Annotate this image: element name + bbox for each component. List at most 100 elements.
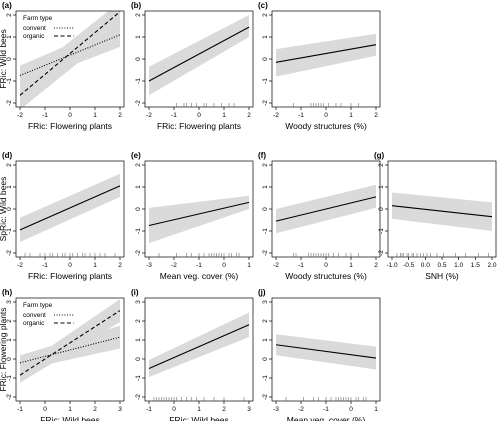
x-tick-label: 3: [247, 406, 251, 413]
confidence-band: [149, 312, 249, 378]
x-tick-label: 3: [118, 406, 122, 413]
fit-line: [275, 196, 377, 222]
y-tick-label: -2: [262, 394, 269, 400]
y-tick-label: 1: [135, 35, 142, 39]
legend-entry: organic: [23, 320, 45, 327]
fit-line-organic: [19, 310, 121, 376]
y-tick-label: -1: [6, 78, 13, 84]
x-tick-label: 0.0: [421, 262, 430, 269]
panel-label: (j): [258, 288, 266, 297]
x-tick-label: 2: [93, 406, 97, 413]
y-tick-label: 1: [262, 338, 269, 342]
x-tick-label: -1: [323, 406, 329, 413]
panel-g: -1.0 -0.5 0.0 0.5 1.0 1.5 2.0 -2 -1 0 1 2 (g) SNH (%): [374, 151, 497, 281]
legend-entry: organic: [23, 33, 45, 40]
x-axis-label: FRic: Wild bees: [40, 415, 100, 421]
y-tick-label: 0: [262, 57, 269, 61]
y-tick-label: -2: [6, 100, 13, 106]
panel-e: -3 -2 -1 0 1 -2 -1 0 1 2 (e) Mean veg. cover (%): [131, 151, 254, 281]
panel-label: (h): [2, 288, 13, 297]
x-tick-label: 2: [374, 112, 378, 119]
y-tick-label: 2: [262, 13, 269, 17]
x-tick-label: 1: [374, 406, 378, 413]
panel-label: (c): [258, 1, 268, 10]
x-tick-label: -1: [298, 112, 304, 119]
y-axis-label: FRic: Flowering plants: [0, 307, 8, 391]
y-tick-label: 1: [262, 185, 269, 189]
confidence-band: [149, 15, 249, 96]
panel-label: (e): [131, 151, 141, 160]
panel-j: -3 -2 -1 0 1 -2 -1 0 1 2 3 (j) Mean veg. cover (%): [258, 288, 381, 421]
x-tick-label: 0: [68, 262, 72, 269]
x-tick-label: -1: [171, 112, 177, 119]
legend-title: Farm type: [23, 302, 53, 309]
x-axis-label: Mean veg. cover (%): [287, 415, 366, 421]
panel-f: -2 -1 0 1 2 -2 -1 0 1 2 (f) Woody structures (%): [258, 151, 381, 281]
confidence-band-organic: [20, 11, 120, 107]
x-tick-label: -3: [146, 262, 152, 269]
y-tick-label: -2: [135, 250, 142, 256]
x-axis-label: FRic: Flowering plants: [28, 271, 112, 281]
x-tick-label: -2: [171, 262, 177, 269]
x-tick-label: 2: [118, 262, 122, 269]
x-tick-label: 0: [68, 112, 72, 119]
y-tick-label: 0: [6, 357, 13, 361]
x-axis-label: Woody structures (%): [285, 121, 367, 131]
x-tick-label: 1: [93, 112, 97, 119]
x-tick-label: 2: [118, 112, 122, 119]
y-tick-label: 1: [135, 338, 142, 342]
x-tick-label: 2.0: [487, 262, 496, 269]
y-tick-label: 3: [262, 300, 269, 304]
x-tick-label: 2: [247, 112, 251, 119]
confidence-band: [276, 33, 376, 77]
x-tick-label: -2: [298, 406, 304, 413]
y-tick-label: 0: [262, 357, 269, 361]
y-tick-label: -2: [378, 250, 385, 256]
x-tick-label: 1: [349, 262, 353, 269]
panel-label: (d): [2, 151, 13, 160]
panel-h: -1 0 1 2 3 -2 -1 0 1 2 3 (h) FRic: Wild bees FRic: Fl…: [0, 288, 125, 421]
y-tick-label: -1: [135, 375, 142, 381]
x-tick-label: -0.5: [403, 262, 415, 269]
y-tick-label: 2: [135, 163, 142, 167]
x-tick-label: 0.5: [437, 262, 446, 269]
x-axis-label: Mean veg. cover (%): [160, 271, 239, 281]
x-axis-label: FRic: Flowering plants: [157, 121, 241, 131]
panel-label: (i): [131, 288, 139, 297]
y-tick-label: 1: [6, 35, 13, 39]
legend-entry: convent: [23, 25, 46, 32]
panel-i: -1 0 1 2 3 -2 -1 0 1 2 3 (i) FRic: Wild bees: [131, 288, 254, 421]
confidence-band-organic: [20, 299, 120, 383]
x-tick-label: 0: [43, 406, 47, 413]
x-tick-label: -1: [146, 406, 152, 413]
x-tick-label: 1: [93, 262, 97, 269]
x-tick-label: 0: [222, 262, 226, 269]
x-tick-label: -2: [17, 112, 23, 119]
x-tick-label: 2: [222, 406, 226, 413]
y-tick-label: 1: [378, 185, 385, 189]
x-tick-label: 0: [197, 112, 201, 119]
y-tick-label: 2: [378, 163, 385, 167]
x-axis-label: SNH (%): [425, 271, 459, 281]
x-tick-label: -1: [298, 262, 304, 269]
y-tick-label: -1: [6, 375, 13, 381]
x-tick-label: 1: [349, 112, 353, 119]
y-tick-label: -1: [262, 78, 269, 84]
panel-label: (b): [131, 1, 142, 10]
x-tick-label: -2: [17, 262, 23, 269]
y-tick-label: 2: [6, 163, 13, 167]
y-tick-label: 2: [262, 163, 269, 167]
y-tick-label: 0: [6, 57, 13, 61]
x-tick-label: -2: [273, 262, 279, 269]
panel-b: -2 -1 0 1 2 -2 -1 0 1 2 (b) FRic: Flowering plants: [131, 1, 254, 131]
y-tick-label: 2: [262, 319, 269, 323]
y-tick-label: -1: [262, 375, 269, 381]
y-tick-label: -1: [6, 228, 13, 234]
legend-title: Farm type: [23, 15, 53, 22]
y-tick-label: -2: [262, 250, 269, 256]
legend-entry: convent: [23, 312, 46, 319]
x-axis-label: FRic: Wild bees: [169, 415, 229, 421]
y-tick-label: -1: [262, 228, 269, 234]
